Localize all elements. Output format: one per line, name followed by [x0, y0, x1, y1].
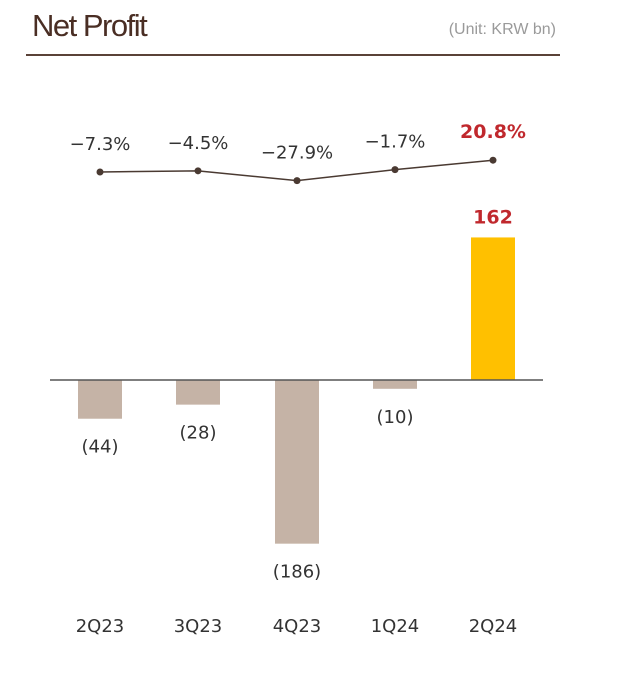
margin-point-3q23: [194, 167, 202, 175]
margin-point-2q23: [96, 168, 104, 176]
x-tick-4q23: 4Q23: [273, 616, 322, 637]
bar-2q23: [78, 380, 122, 419]
x-tick-2q23: 2Q23: [76, 616, 125, 637]
value-label-4q23: (186): [273, 562, 321, 583]
margin-point-4q23: [293, 177, 301, 185]
value-label-1q24: (10): [377, 407, 414, 428]
bar-4q23: [275, 380, 319, 544]
margin-point-2q24: [489, 156, 497, 164]
bar-3q23: [176, 380, 220, 405]
bar-2q24: [471, 237, 515, 380]
x-tick-1q24: 1Q24: [371, 616, 420, 637]
x-tick-3q23: 3Q23: [174, 616, 223, 637]
margin-label-3q23: −4.5%: [168, 133, 229, 154]
margin-label-4q23: −27.9%: [261, 143, 333, 164]
value-label-2q23: (44): [82, 437, 119, 458]
value-label-2q24: 162: [473, 206, 513, 228]
bar-1q24: [373, 380, 417, 389]
margin-label-1q24: −1.7%: [365, 132, 426, 153]
title-divider: [26, 54, 560, 56]
margin-label-2q24: 20.8%: [460, 121, 526, 143]
x-tick-2q24: 2Q24: [469, 616, 518, 637]
value-label-3q23: (28): [180, 423, 217, 444]
chart-title: Net Profit: [32, 8, 148, 43]
margin-label-2q23: −7.3%: [70, 134, 131, 155]
unit-label: (Unit: KRW bn): [448, 21, 556, 38]
margin-point-1q24: [391, 166, 399, 174]
